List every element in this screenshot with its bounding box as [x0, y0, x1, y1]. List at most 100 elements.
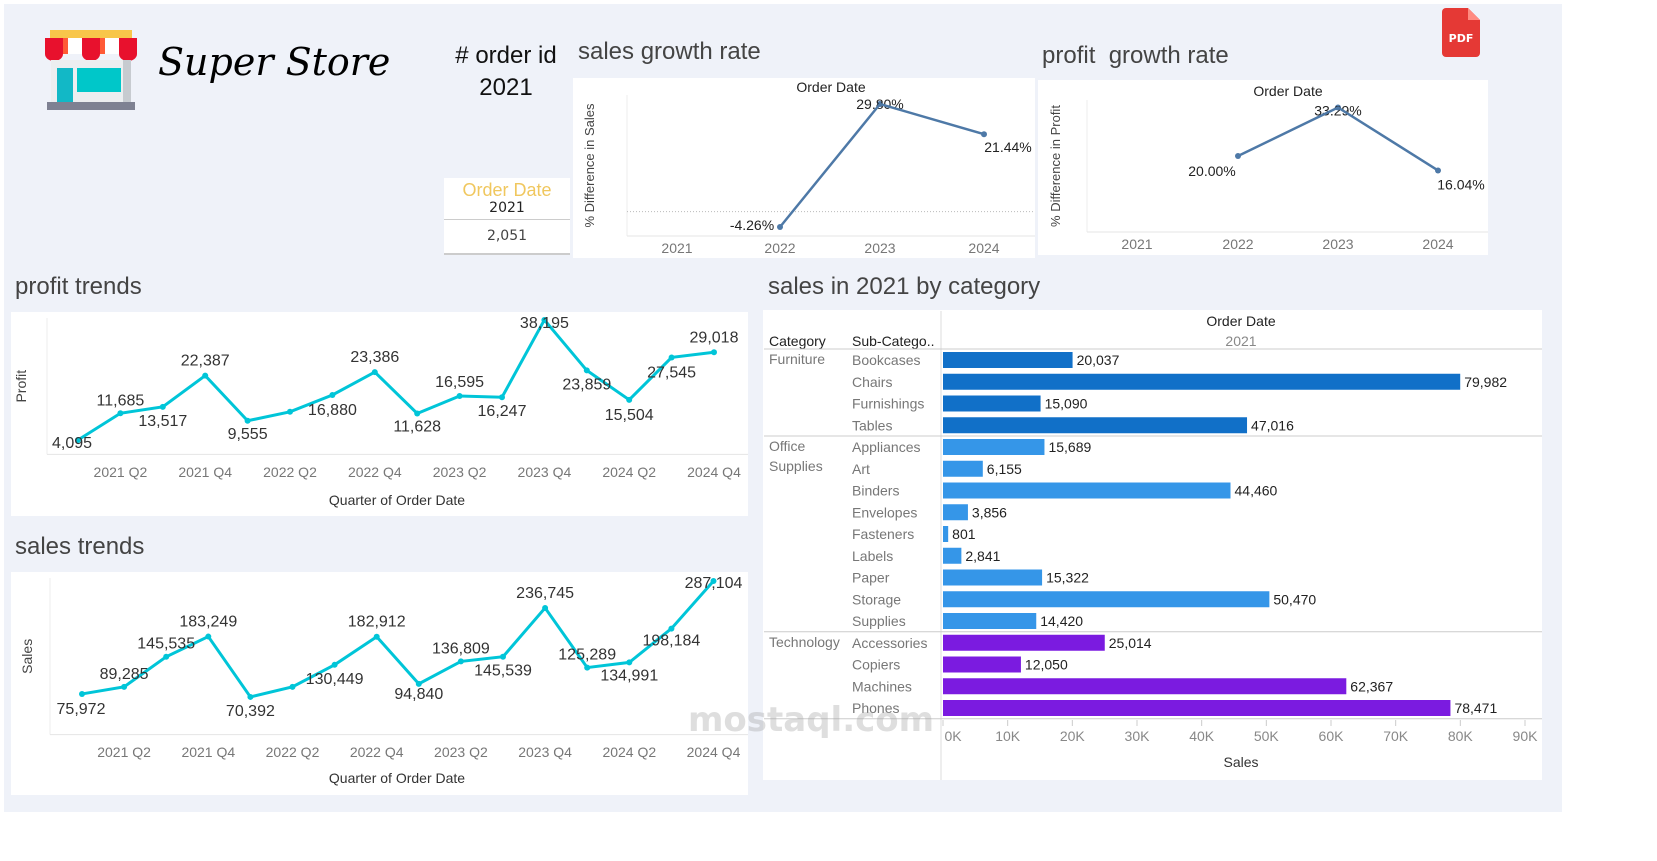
subcategory-label: Tables	[852, 417, 892, 433]
divider	[444, 219, 570, 220]
data-point	[373, 633, 380, 640]
bar	[943, 569, 1043, 586]
bar	[943, 634, 1105, 651]
bar-value-label: 20,037	[1077, 352, 1120, 368]
bar	[943, 352, 1073, 368]
column-header-order-date: Order Date	[1206, 313, 1275, 329]
bar-value-label: 14,420	[1040, 613, 1083, 629]
subcategory-label: Paper	[852, 570, 890, 586]
x-axis-title: Sales	[1223, 754, 1258, 770]
data-label: 236,745	[516, 585, 574, 602]
x-tick-label: 2024	[968, 240, 999, 256]
data-label: 16,880	[308, 402, 357, 419]
subcategory-label: Chairs	[852, 374, 892, 390]
storefront-icon	[45, 30, 137, 110]
data-label: 198,184	[642, 633, 700, 650]
subcategory-label: Accessories	[852, 635, 927, 651]
data-point	[668, 354, 675, 361]
data-label: 11,628	[393, 418, 441, 435]
subcategory-label: Machines	[852, 678, 912, 694]
data-point	[75, 436, 81, 443]
series-line	[779, 102, 985, 228]
profit-trends-title: profit trends	[15, 273, 142, 300]
data-point	[163, 653, 170, 660]
data-point	[247, 693, 254, 700]
y-axis-label: % Difference in Profit	[1048, 105, 1063, 227]
bar	[943, 373, 1461, 390]
subcategory-label: Appliances	[852, 439, 921, 455]
sales-trends-panel	[11, 572, 748, 795]
pdf-export-button[interactable]: PDF	[1442, 8, 1480, 57]
kpi-value: 2,051	[486, 228, 528, 244]
bar-value-label: 15,689	[1048, 439, 1091, 455]
data-point	[500, 653, 506, 660]
x-tick-label: 2021 Q2	[94, 464, 148, 480]
data-label: 21.44%	[984, 139, 1031, 155]
x-axis-header: Order Date	[796, 79, 865, 95]
kpi-label: # order id	[455, 42, 557, 69]
watermark: mostaql.com	[688, 700, 935, 740]
x-tick-label: 90K	[1513, 728, 1539, 744]
data-point	[711, 349, 717, 356]
category-label: Supplies	[769, 458, 823, 474]
x-tick-label: 2023 Q4	[518, 744, 572, 760]
y-axis-label: Sales	[19, 639, 35, 674]
y-axis-label: % Difference in Sales	[582, 103, 597, 228]
x-tick-label: 70K	[1383, 728, 1409, 744]
x-tick-label: 2023 Q4	[518, 464, 572, 480]
bar	[943, 460, 983, 477]
x-axis-header: Order Date	[1253, 83, 1322, 99]
x-tick-label: 50K	[1254, 728, 1280, 744]
x-tick-label: 2021	[661, 240, 692, 256]
profit-growth-title: profit growth rate	[1042, 42, 1229, 69]
kpi-year: 2021	[479, 74, 533, 101]
data-label: 23,386	[350, 349, 399, 366]
x-tick-label: 2024 Q4	[687, 744, 741, 760]
data-point	[541, 316, 548, 323]
data-label: 23,859	[562, 376, 611, 393]
bar-value-label: 6,155	[987, 461, 1022, 477]
sales-growth-panel	[573, 78, 1035, 258]
series-line	[1237, 106, 1439, 172]
bar	[943, 547, 962, 564]
x-tick-label: 2022	[764, 240, 795, 256]
bar-value-label: 15,322	[1046, 570, 1089, 586]
x-tick-label: 2024 Q4	[687, 464, 741, 480]
data-label: 11,685	[97, 392, 145, 409]
x-tick-label: 2021 Q4	[178, 464, 232, 480]
data-point	[626, 659, 633, 666]
data-label: 183,249	[179, 614, 237, 631]
data-label: -4.26%	[730, 217, 774, 233]
profit-growth-panel	[1038, 80, 1488, 255]
data-label: 136,809	[432, 640, 490, 657]
x-tick-label: 80K	[1448, 728, 1474, 744]
data-point	[456, 392, 463, 399]
bar	[943, 678, 1347, 695]
x-tick-label: 20K	[1060, 728, 1086, 744]
x-axis-title: Quarter of Order Date	[329, 492, 465, 508]
series-line	[81, 580, 715, 699]
data-point	[121, 683, 128, 690]
data-point	[117, 410, 124, 417]
x-tick-label: 2024 Q2	[602, 744, 656, 760]
data-point	[287, 408, 293, 415]
data-label: 182,912	[348, 614, 406, 631]
bar	[943, 656, 1021, 673]
subcategory-label: Bookcases	[852, 352, 920, 368]
data-label: 89,285	[100, 666, 149, 683]
data-label: 125,289	[558, 647, 616, 664]
x-tick-label: 2022 Q2	[263, 464, 317, 480]
subcategory-label: Envelopes	[852, 504, 917, 520]
bar-value-label: 3,856	[972, 504, 1007, 520]
bar-value-label: 50,470	[1273, 591, 1316, 607]
data-point	[499, 394, 505, 401]
sales-by-category-title: sales in 2021 by category	[768, 273, 1041, 300]
x-tick-label: 2023	[1322, 236, 1353, 252]
x-tick-label: 40K	[1189, 728, 1215, 744]
bar	[943, 482, 1231, 499]
data-point	[583, 367, 590, 374]
category-label: Technology	[769, 634, 840, 650]
data-point	[205, 633, 212, 640]
profit-trends-panel	[11, 312, 748, 516]
